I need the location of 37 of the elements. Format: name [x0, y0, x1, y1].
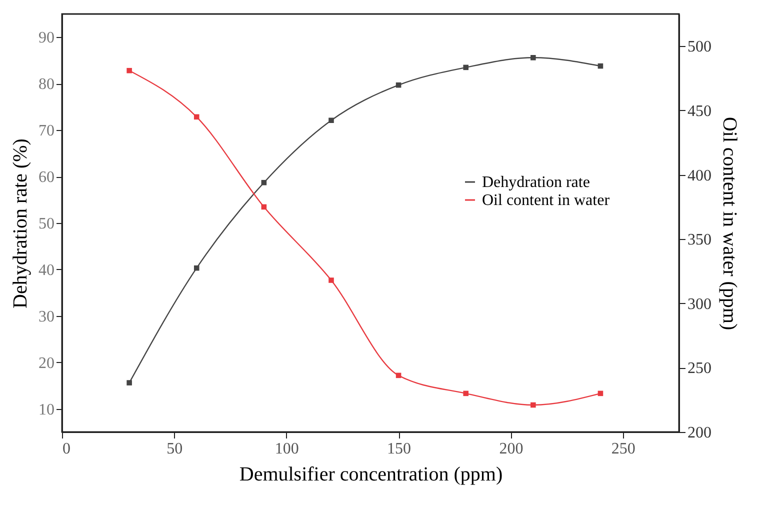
y2-tick-label: 350: [688, 232, 712, 249]
point: [194, 265, 200, 271]
y-tick-label: 40: [38, 262, 54, 279]
legend-label: Oil content in water: [482, 192, 610, 209]
point: [328, 118, 334, 124]
point: [530, 402, 536, 408]
y-tick-label: 90: [38, 30, 54, 47]
y-tick-label: 80: [38, 76, 54, 94]
x-tick-label: 150: [387, 440, 412, 458]
point: [530, 55, 536, 60]
y2-tick-label: 250: [688, 360, 712, 378]
x-tick-label: 50: [166, 440, 183, 458]
y-tick-label: 20: [38, 354, 54, 372]
y-tick-label: 50: [38, 216, 54, 232]
y2-tick-label: 450: [688, 102, 712, 120]
y-tick-label: 10: [38, 401, 54, 418]
x-axis-title: Demulsifier concentration (ppm): [239, 464, 503, 486]
legend-label: Dehydration rate: [482, 174, 590, 191]
x-tick-label: 250: [611, 440, 636, 458]
point: [463, 64, 468, 70]
y-tick-label: 30: [38, 308, 54, 326]
x-tick-label: 200: [499, 440, 524, 458]
point: [328, 278, 334, 283]
x-tick-label: 100: [274, 440, 299, 458]
point: [463, 390, 468, 396]
y-axis-title: Dehydration rate (%): [10, 138, 32, 308]
y2-tick-label: 500: [688, 38, 712, 56]
y2-tick-label: 300: [688, 296, 712, 313]
point: [126, 380, 132, 386]
x-tick-label: 0: [62, 440, 70, 458]
point: [126, 68, 132, 74]
y2-tick-label: 400: [688, 167, 712, 184]
y2-axis-title: Oil content in water (ppm): [718, 116, 740, 330]
y2-tick-label: 200: [688, 424, 712, 442]
y-tick-label: 70: [38, 122, 54, 140]
point: [194, 114, 200, 120]
y-tick-label: 60: [38, 169, 54, 186]
